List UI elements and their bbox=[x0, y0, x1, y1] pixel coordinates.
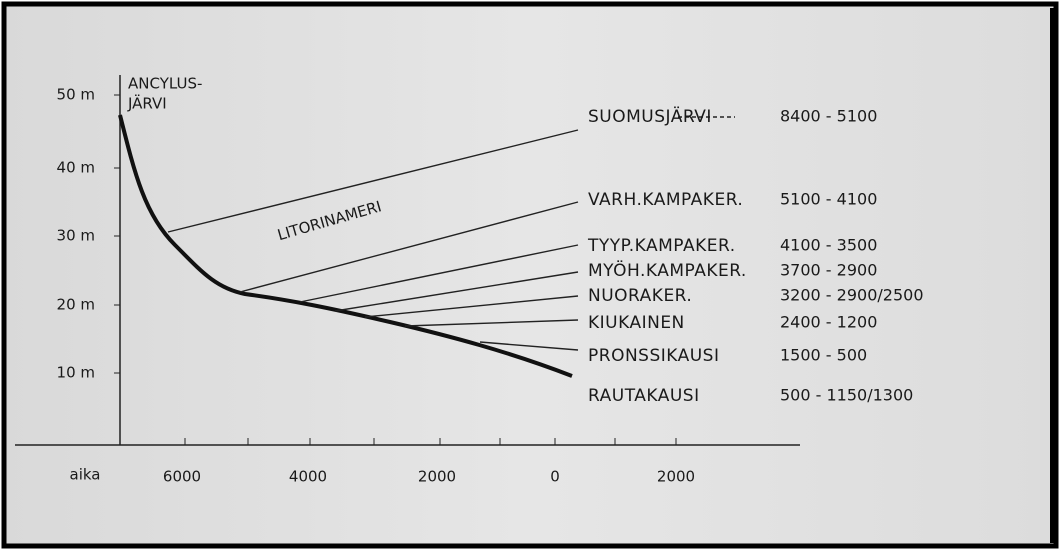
y-tick-label: 10 m bbox=[57, 364, 95, 382]
x-tick-label: 2000 bbox=[657, 468, 695, 486]
x-ticks: 6000 4000 2000 0 2000 bbox=[163, 438, 695, 486]
period-line bbox=[167, 129, 579, 233]
y-tick-label: 30 m bbox=[57, 227, 95, 245]
period-dates: 4100 - 3500 bbox=[780, 236, 877, 255]
period-dates: 8400 - 5100 bbox=[780, 107, 877, 126]
period-line bbox=[239, 201, 579, 293]
period-name: TYYP.KAMPAKER. bbox=[587, 236, 736, 256]
y-tick-label: 40 m bbox=[57, 159, 95, 177]
period-dates: 2400 - 1200 bbox=[780, 313, 877, 332]
period-name: RAUTAKAUSI bbox=[588, 386, 700, 406]
period-dates: 1500 - 500 bbox=[780, 346, 867, 365]
period-dates: 5100 - 4100 bbox=[780, 190, 877, 209]
x-tick-label: 6000 bbox=[163, 468, 201, 486]
leader-lines bbox=[167, 129, 579, 351]
x-axis-label: aika bbox=[70, 466, 101, 484]
frame-edge bbox=[1050, 8, 1055, 543]
shoreline-curve bbox=[118, 114, 573, 378]
period-name: MYÖH.KAMPAKER. bbox=[588, 259, 747, 281]
period-line bbox=[334, 271, 579, 312]
lake-label: ANCYLUS- bbox=[128, 75, 202, 93]
y-tick-label: 20 m bbox=[57, 296, 95, 314]
period-name: KIUKAINEN bbox=[588, 313, 685, 333]
period-name: SUOMUSJÄRVI bbox=[588, 106, 712, 127]
period-line bbox=[479, 341, 579, 351]
period-line bbox=[364, 295, 579, 318]
y-ticks: 50 m 40 m 30 m 20 m 10 m bbox=[57, 86, 120, 382]
period-line bbox=[404, 319, 579, 327]
period-name: NUORAKER. bbox=[588, 286, 692, 306]
period-name: VARH.KAMPAKER. bbox=[588, 190, 743, 210]
x-tick-label: 4000 bbox=[289, 468, 327, 486]
y-tick-label: 50 m bbox=[57, 86, 95, 104]
period-dates: 500 - 1150/1300 bbox=[780, 386, 913, 405]
period-dates: 3700 - 2900 bbox=[780, 261, 877, 280]
lake-label: JÄRVI bbox=[127, 94, 167, 113]
period-dates: 3200 - 2900/2500 bbox=[780, 286, 924, 305]
period-name: PRONSSIKAUSI bbox=[588, 346, 719, 366]
x-tick-label: 2000 bbox=[418, 468, 456, 486]
period-line bbox=[299, 244, 579, 303]
x-tick-label: 0 bbox=[550, 468, 560, 486]
